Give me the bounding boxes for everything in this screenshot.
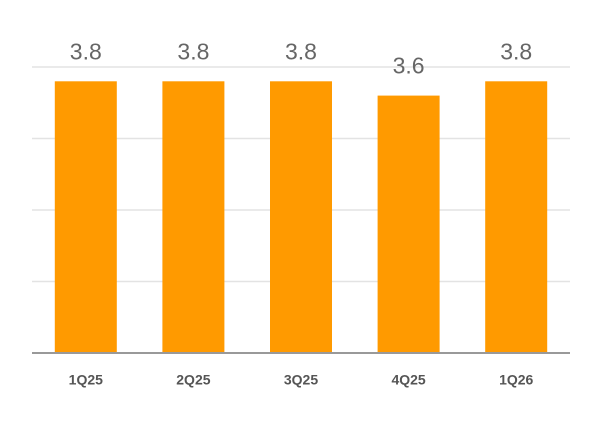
bar: [162, 81, 225, 354]
value-label: 3.8: [500, 38, 532, 64]
value-label: 3.6: [393, 53, 425, 79]
value-label: 3.8: [70, 38, 102, 64]
bar: [485, 81, 548, 354]
x-tick-label: 3Q25: [284, 372, 318, 388]
value-label: 3.8: [177, 38, 209, 64]
x-tick-label: 1Q26: [499, 372, 533, 388]
bar: [377, 95, 440, 353]
bar: [54, 81, 117, 354]
x-tick-label: 2Q25: [176, 372, 210, 388]
x-tick-label: 4Q25: [391, 372, 425, 388]
bar: [270, 81, 332, 354]
x-tick-label: 1Q25: [69, 372, 103, 388]
value-label: 3.8: [285, 38, 317, 64]
